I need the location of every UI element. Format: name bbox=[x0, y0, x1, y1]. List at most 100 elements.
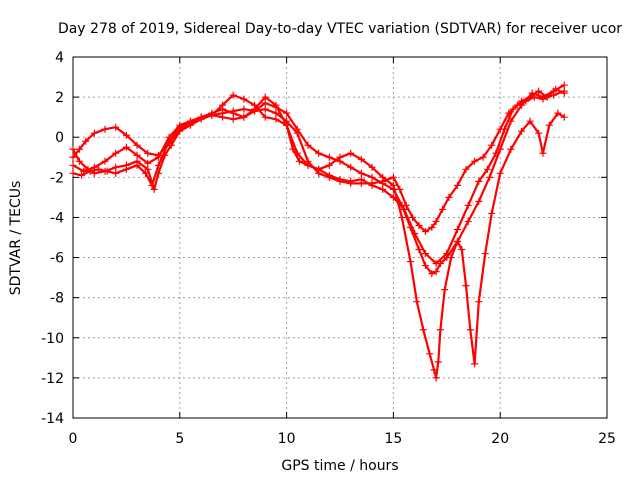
data-point bbox=[336, 175, 344, 183]
data-point bbox=[357, 169, 365, 177]
y-tick-label: 2 bbox=[55, 90, 64, 106]
chart-title: Day 278 of 2019, Sidereal Day-to-day VTE… bbox=[58, 21, 622, 37]
data-point bbox=[436, 326, 444, 334]
data-point bbox=[368, 181, 376, 189]
data-point bbox=[500, 125, 508, 133]
data-point bbox=[144, 149, 152, 157]
data-point bbox=[240, 105, 248, 113]
y-tick-label: -4 bbox=[50, 210, 64, 226]
data-point bbox=[229, 109, 237, 117]
data-point bbox=[78, 171, 86, 179]
data-point bbox=[101, 125, 109, 133]
x-tick-label: 10 bbox=[278, 431, 296, 447]
data-point bbox=[95, 165, 103, 173]
data-point bbox=[272, 115, 280, 123]
data-point bbox=[441, 286, 449, 294]
data-point bbox=[154, 161, 162, 169]
data-point bbox=[304, 161, 312, 169]
data-point bbox=[443, 250, 451, 258]
y-tick-label: -6 bbox=[50, 251, 64, 267]
data-point bbox=[483, 165, 491, 173]
y-tick-label: -2 bbox=[50, 170, 64, 186]
data-point bbox=[240, 95, 248, 103]
y-axis-label: SDTVAR / TECUs bbox=[8, 181, 24, 296]
data-point bbox=[447, 254, 455, 262]
x-axis-label: GPS time / hours bbox=[281, 458, 398, 474]
data-point bbox=[251, 101, 259, 109]
data-point bbox=[261, 113, 269, 121]
plot-frame bbox=[72, 56, 608, 419]
data-point bbox=[545, 121, 553, 129]
y-tick-label: 0 bbox=[55, 130, 64, 146]
data-point bbox=[466, 326, 474, 334]
data-point bbox=[453, 181, 461, 189]
data-point bbox=[75, 145, 83, 153]
data-point bbox=[496, 169, 504, 177]
data-point bbox=[432, 217, 440, 225]
data-point bbox=[471, 360, 479, 368]
axis-ticks: 0 5 10 15 20 25 -14 -12 -10 -8 -6 -4 -2 0 2 4 bbox=[41, 50, 616, 447]
data-point bbox=[535, 129, 543, 137]
data-point bbox=[103, 167, 111, 175]
data-point bbox=[208, 111, 216, 119]
series-track-b bbox=[69, 81, 568, 278]
data-point bbox=[400, 205, 408, 213]
data-point bbox=[526, 117, 534, 125]
data-point bbox=[75, 157, 83, 165]
series-track-c bbox=[69, 93, 568, 382]
grid bbox=[73, 57, 607, 418]
data-point bbox=[229, 91, 237, 99]
data-point bbox=[336, 153, 344, 161]
data-point bbox=[518, 97, 526, 105]
data-point bbox=[197, 113, 205, 121]
data-point bbox=[432, 268, 440, 276]
data-point bbox=[69, 169, 77, 177]
data-point bbox=[458, 246, 466, 254]
data-point bbox=[526, 93, 534, 101]
data-point bbox=[357, 155, 365, 163]
series-line bbox=[72, 90, 565, 233]
x-tick-label: 20 bbox=[491, 431, 509, 447]
data-point bbox=[389, 181, 397, 189]
x-tick-label: 0 bbox=[69, 431, 78, 447]
data-point bbox=[492, 149, 500, 157]
data-point bbox=[415, 246, 423, 254]
data-point bbox=[165, 137, 173, 145]
data-point bbox=[430, 366, 438, 374]
y-tick-label: -14 bbox=[41, 411, 64, 427]
data-point bbox=[539, 149, 547, 157]
data-point bbox=[415, 221, 423, 229]
data-point bbox=[112, 123, 120, 131]
data-point bbox=[543, 93, 551, 101]
data-point bbox=[101, 157, 109, 165]
data-point bbox=[295, 157, 303, 165]
data-point bbox=[462, 282, 470, 290]
data-point bbox=[488, 209, 496, 217]
data-point bbox=[413, 298, 421, 306]
data-point bbox=[428, 223, 436, 231]
data-point bbox=[142, 169, 150, 177]
data-point bbox=[315, 165, 323, 173]
data-point bbox=[368, 173, 376, 181]
data-point bbox=[219, 113, 227, 121]
data-point bbox=[379, 179, 387, 187]
data-point bbox=[396, 185, 404, 193]
data-point bbox=[453, 238, 461, 246]
data-point bbox=[144, 159, 152, 167]
data-point bbox=[69, 145, 77, 153]
data-point bbox=[509, 105, 517, 113]
data-point bbox=[133, 151, 141, 159]
series-line bbox=[72, 84, 565, 275]
data-point bbox=[325, 161, 333, 169]
data-point bbox=[283, 109, 291, 117]
data-point bbox=[445, 193, 453, 201]
data-point bbox=[409, 213, 417, 221]
data-point bbox=[389, 193, 397, 201]
y-tick-label: -10 bbox=[41, 331, 64, 347]
series-line bbox=[72, 95, 565, 379]
data-point bbox=[69, 161, 77, 169]
data-point bbox=[293, 125, 301, 133]
data-point bbox=[261, 99, 269, 107]
data-point bbox=[421, 250, 429, 258]
data-point bbox=[86, 167, 94, 175]
